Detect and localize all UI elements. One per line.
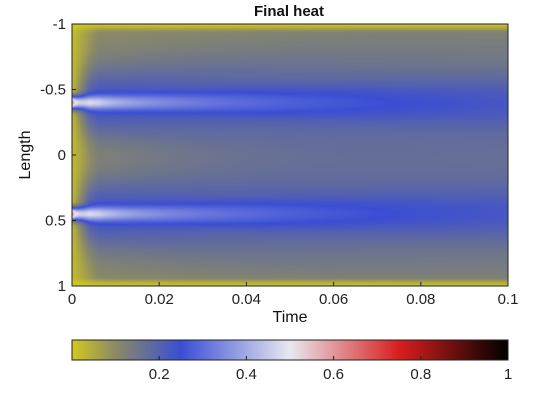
y-axis-ticks: -1 -0.5 0 0.5 1 xyxy=(40,16,76,295)
y-tick-label: -0.5 xyxy=(40,82,66,99)
colorbar: 0.2 0.4 0.6 0.8 1 xyxy=(71,339,512,383)
y-tick-label: -1 xyxy=(53,16,66,33)
y-tick-label: 1 xyxy=(58,278,66,295)
y-tick-label: 0.5 xyxy=(45,213,66,230)
x-tick-label: 0.08 xyxy=(406,291,435,308)
x-axis-label: Time xyxy=(273,309,308,326)
chart-title: Final heat xyxy=(254,3,324,20)
heatmap-image xyxy=(72,24,508,286)
colorbar-tick-label: 0.8 xyxy=(410,366,431,383)
y-axis-label: Length xyxy=(17,131,34,180)
colorbar-tick-label: 0.2 xyxy=(149,366,170,383)
colorbar-tick-label: 0.4 xyxy=(236,366,257,383)
x-axis-ticks: 0 0.02 0.04 0.06 0.08 0.1 xyxy=(68,282,519,308)
x-tick-label: 0.06 xyxy=(319,291,348,308)
x-tick-label: 0.02 xyxy=(145,291,174,308)
x-tick-label: 0 xyxy=(68,291,76,308)
heatmap-plot xyxy=(71,23,509,287)
x-tick-label: 0.04 xyxy=(232,291,261,308)
colorbar-bar xyxy=(71,339,509,361)
x-tick-label: 0.1 xyxy=(498,291,519,308)
colorbar-ticks: 0.2 0.4 0.6 0.8 1 xyxy=(149,356,512,383)
colorbar-tick-label: 1 xyxy=(504,366,512,383)
y-tick-label: 0 xyxy=(58,147,66,164)
colorbar-tick-label: 0.6 xyxy=(323,366,344,383)
